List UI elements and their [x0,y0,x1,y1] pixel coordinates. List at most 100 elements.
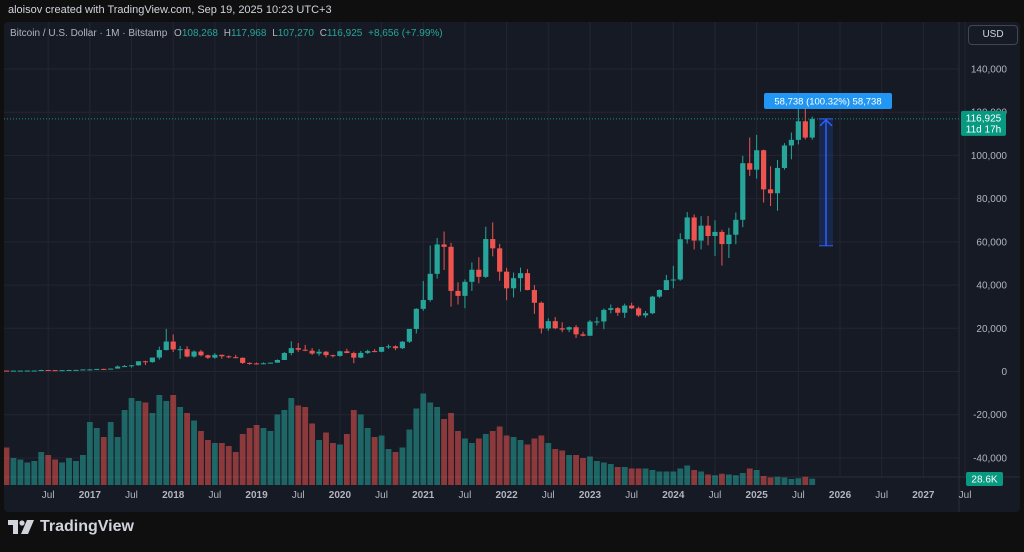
candle [205,354,211,359]
candle-body [754,150,760,170]
candle [747,137,753,176]
candle-body [677,239,683,280]
candle [108,368,114,370]
candle-body [455,290,461,296]
volume-bar [684,465,691,485]
candle [580,331,586,337]
candle-body [80,369,86,371]
volume-bar [663,471,670,485]
volume-bar [31,461,38,485]
candle [622,303,628,318]
volume-bar [364,428,371,485]
chart-panel[interactable]: 58,738 (100.32%) 58,738 -40,000 -20,000 0 2… [4,22,1020,512]
candle-body [212,354,218,358]
candle [66,369,72,371]
candle-body [698,225,704,241]
time-axis-label: 2025 [746,490,769,501]
candle-body [170,341,176,350]
candle [378,346,385,353]
candle-body [580,334,586,336]
time-axis-label: Jul [375,490,388,501]
volume-tag-value: 28.6K [971,475,997,486]
time-axis-label: 2023 [579,490,602,501]
candle [774,159,781,211]
candle [351,351,357,364]
price-axis-label: 0 [1001,367,1007,378]
volume-bar [86,422,93,485]
candle-body [656,289,663,297]
candle-body [795,121,801,140]
volume-bar [392,452,399,485]
candle-body [622,305,628,313]
volume-bar [156,395,163,485]
currency-button[interactable]: USD [968,25,1018,45]
volume-bar [406,429,413,485]
volume-bar [350,410,357,485]
candle-body [198,351,204,356]
volume-bar [149,413,156,485]
time-axis-label: Jul [625,490,638,501]
time-axis[interactable]: Jul 2017 Jul 2018 Jul 2019 Jul 2020 Jul 2021 Jul 20… [42,490,972,501]
candle [427,245,433,302]
candle-body [448,246,454,291]
candle [504,267,510,301]
candle-body [73,369,79,371]
candle [10,370,17,372]
volume-bar [635,468,642,485]
tradingview-logo[interactable]: TradingView [8,518,134,536]
candles [4,102,815,372]
candle [469,262,475,291]
volume-bar [441,419,447,485]
candle [385,344,392,349]
time-axis-label: Jul [459,490,472,501]
volume-bar [170,395,177,485]
volume-bar [753,470,760,485]
volume-tag: 28.6K [966,472,1003,486]
candle-body [573,327,579,335]
measure-tool[interactable]: 58,738 (100.32%) 58,738 [764,93,892,247]
volume-bar [552,449,559,485]
candle [629,302,635,310]
volume-bar [614,467,621,485]
candle-body [309,350,315,354]
candle [587,319,593,336]
candle [684,212,690,244]
candle [365,349,371,354]
candle [698,216,704,250]
volume-bar [191,420,197,485]
volume-bar [427,402,434,485]
volume-bar [524,444,531,485]
candle [490,222,496,257]
candle [761,149,767,203]
low-value: 107,270 [277,28,314,39]
volume-bar [531,438,538,485]
time-axis-label: 2021 [412,490,435,501]
volume-bar [538,435,545,485]
candlestick-chart[interactable]: 58,738 (100.32%) 58,738 -40,000 -20,000 0 2… [4,22,1020,512]
candle-body [45,370,51,372]
candle [406,328,412,343]
volume-bar [677,468,684,485]
time-axis-label: 2026 [829,490,852,501]
symbol-name[interactable]: Bitcoin / U.S. Dollar · 1M · Bitstamp [10,28,168,39]
volume-bar [732,475,739,485]
measure-label-background [764,93,892,109]
candle-body [483,239,489,277]
candle-body [747,163,753,170]
volume-bar [420,393,427,485]
time-axis-label: 2017 [79,490,102,501]
price-axis-label: 20,000 [976,324,1007,335]
candle-body [615,308,621,313]
candle-body [260,363,267,365]
volume-bar [93,428,100,485]
candle [552,317,558,330]
candle-body [4,370,10,372]
candle [198,349,204,357]
candle [663,274,669,291]
candle [476,257,482,284]
candle-body [205,355,211,358]
candle [295,342,301,352]
current-price-tag: 116,925 11d 17h [961,110,1006,136]
ohlc-legend: Bitcoin / U.S. Dollar · 1M · Bitstamp O1… [10,28,446,39]
candle-body [691,217,697,241]
